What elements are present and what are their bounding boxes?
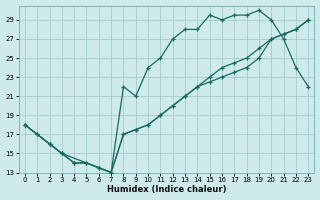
X-axis label: Humidex (Indice chaleur): Humidex (Indice chaleur)	[107, 185, 226, 194]
